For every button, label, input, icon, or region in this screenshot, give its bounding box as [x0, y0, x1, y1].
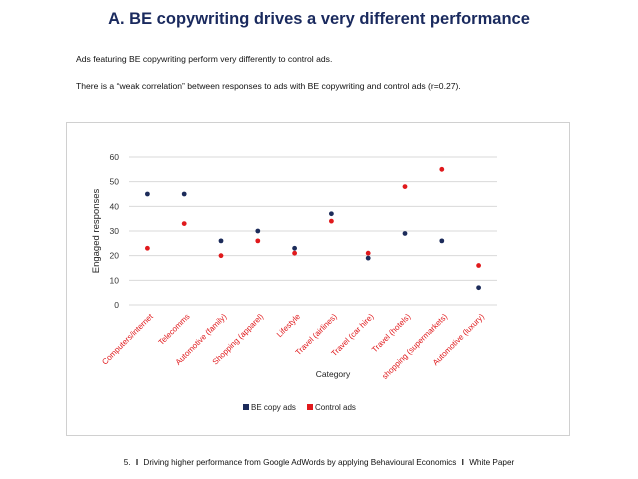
footer-separator-2: I: [461, 458, 464, 467]
x-tick-label: Lifestyle: [275, 312, 303, 340]
y-tick-label: 0: [114, 300, 119, 310]
x-tick-label: shopping (supermarkets): [380, 312, 449, 381]
y-tick-label: 40: [110, 201, 120, 211]
legend-label-be-copy: BE copy ads: [251, 403, 296, 412]
be-copy-point: [476, 285, 481, 291]
control-point: [329, 218, 334, 224]
control-point: [476, 263, 481, 268]
x-axis-label: Category: [316, 369, 351, 379]
chart-svg: 0 10 20 30 40 50 60 Engaged responses Computers/…: [91, 152, 497, 412]
control-point: [145, 245, 150, 251]
footer: 5. I Driving higher performance from Goo…: [0, 458, 638, 467]
y-tick-label: 50: [110, 177, 120, 187]
x-tick-label: Computers/internet: [100, 312, 155, 367]
y-axis-label: Engaged responses: [91, 189, 102, 274]
control-point: [181, 221, 187, 226]
control-point: [292, 250, 297, 256]
x-tick-label: Telecomms: [157, 312, 192, 347]
be-copy-point: [439, 238, 445, 244]
scatter-chart: 0 10 20 30 40 50 60 Engaged responses Computers/…: [66, 122, 570, 436]
page-title: A. BE copywriting drives a very differen…: [108, 10, 530, 28]
be-copy-point: [218, 238, 224, 244]
legend-swatch-be-copy: [243, 404, 249, 410]
be-copy-point: [365, 255, 371, 261]
correlation-paragraph: There is a “weak correlation” between re…: [76, 81, 461, 91]
control-point: [365, 250, 371, 256]
intro-paragraph: Ads featuring BE copywriting perform ver…: [76, 54, 333, 64]
y-tick-label: 30: [110, 226, 120, 236]
control-point: [255, 238, 261, 244]
control-point: [218, 253, 224, 259]
control-point: [402, 184, 408, 189]
y-tick-label: 10: [110, 275, 120, 285]
be-copy-point: [402, 231, 408, 236]
be-copy-point: [181, 191, 187, 197]
legend-swatch-control: [307, 404, 313, 410]
be-copy-point: [329, 211, 334, 217]
footer-suffix: White Paper: [469, 458, 515, 467]
footer-separator: I: [135, 458, 139, 467]
legend-label-control: Control ads: [315, 403, 356, 412]
be-copy-point: [145, 191, 150, 197]
be-copy-point: [255, 228, 261, 234]
control-point: [439, 166, 445, 172]
be-copy-point: [292, 245, 297, 251]
y-tick-label: 20: [110, 251, 120, 261]
footer-text: Driving higher performance from Google A…: [143, 458, 457, 467]
footer-page-number: 5.: [123, 458, 131, 467]
y-tick-label: 60: [110, 152, 120, 162]
